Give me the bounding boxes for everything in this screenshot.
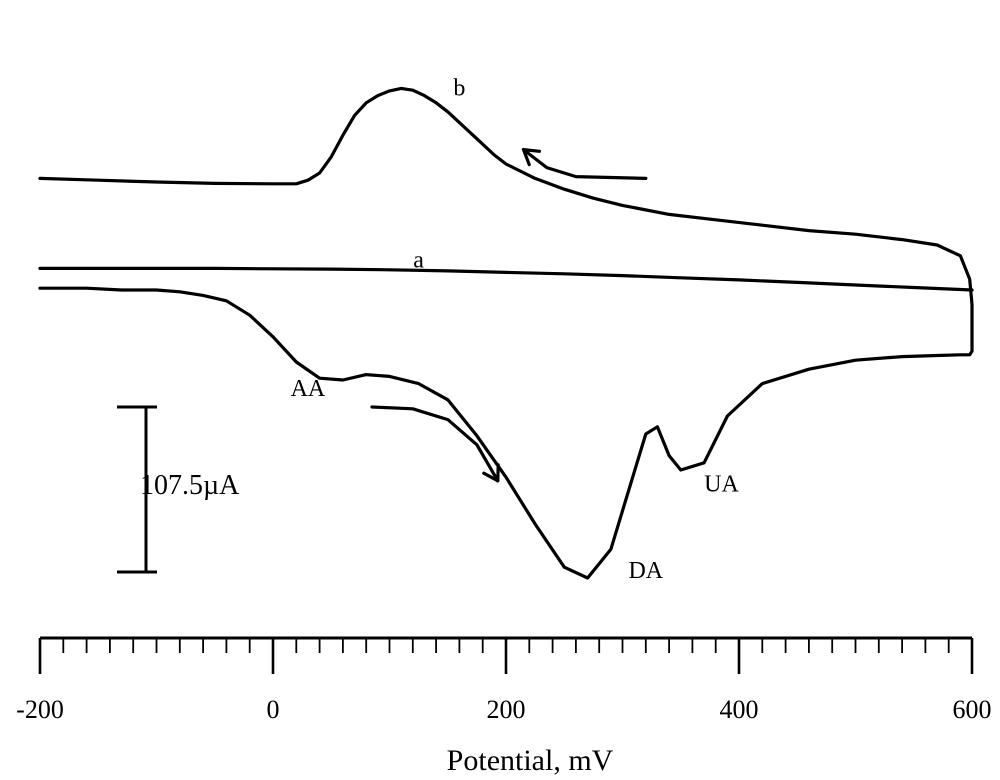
x-tick-label: 400 — [720, 695, 759, 724]
x-tick-label: 0 — [267, 695, 280, 724]
current-scale-bar: 107.5µA — [117, 405, 240, 574]
curve-b — [38, 86, 974, 580]
x-axis: -200 0 200 400 600 — [16, 636, 992, 724]
sweep-arrow-head-reverse — [521, 148, 541, 167]
x-tick-label: 600 — [953, 695, 992, 724]
label-aa: AA — [291, 376, 326, 402]
peak-labels-layer: a b AA DA UA — [291, 76, 740, 584]
curve-a — [38, 266, 974, 292]
scale-bar-label: 107.5µA — [140, 470, 240, 501]
curves-layer — [38, 86, 974, 580]
label-a: a — [413, 248, 424, 274]
sweep-arrow-head-forward — [482, 463, 500, 483]
x-axis-title: Potential, mV — [447, 744, 614, 777]
label-da: DA — [628, 558, 663, 584]
sweep-arrows-layer — [370, 148, 648, 483]
sweep-arrow-forward — [370, 405, 500, 483]
label-b: b — [453, 76, 465, 102]
label-ua: UA — [704, 472, 739, 498]
sweep-arrow-reverse — [521, 148, 648, 180]
x-tick-label: 200 — [487, 695, 526, 724]
x-tick-label: -200 — [16, 695, 64, 724]
